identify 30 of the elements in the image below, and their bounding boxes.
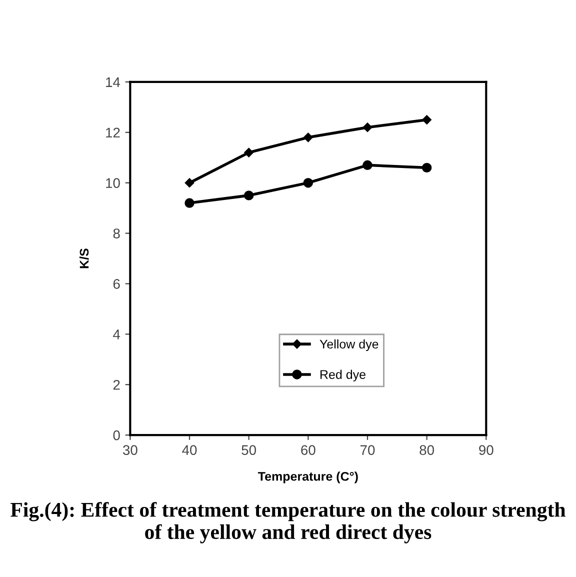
- y-tick-label: 2: [113, 380, 120, 390]
- legend-label: Red dye: [320, 370, 366, 382]
- point: [244, 190, 254, 200]
- x-tick-label: 60: [301, 445, 316, 455]
- point: [422, 115, 432, 124]
- x-tick-label: 70: [360, 445, 375, 455]
- y-tick-label: 4: [113, 330, 120, 340]
- x-axis-title: Temperature (C°): [258, 472, 358, 484]
- y-axis-title: K/S: [79, 248, 89, 268]
- x-tick-label: 40: [182, 445, 197, 455]
- x-tick-label: 50: [242, 445, 256, 455]
- point: [422, 162, 432, 173]
- y-tick-label: 0: [113, 430, 120, 440]
- point: [184, 198, 194, 208]
- point: [362, 160, 372, 170]
- point: [244, 148, 254, 158]
- y-tick-label: 6: [113, 279, 120, 289]
- point: [303, 178, 314, 188]
- y-tick-label: 12: [106, 128, 120, 138]
- point: [362, 122, 372, 132]
- legend-label: Yellow dye: [320, 339, 378, 352]
- y-tick-label: 14: [106, 77, 120, 87]
- y-tick-label: 10: [106, 178, 120, 188]
- point: [304, 132, 313, 142]
- x-tick-label: 80: [420, 445, 434, 455]
- x-tick-label: 90: [479, 445, 494, 455]
- text: Fig.(4): Effect of treatment temperature on the colour strength of the yellow and red direct dyes: [10, 502, 566, 544]
- y-tick-label: 8: [113, 228, 120, 238]
- point: [184, 178, 194, 188]
- x-tick-label: 30: [122, 445, 138, 455]
